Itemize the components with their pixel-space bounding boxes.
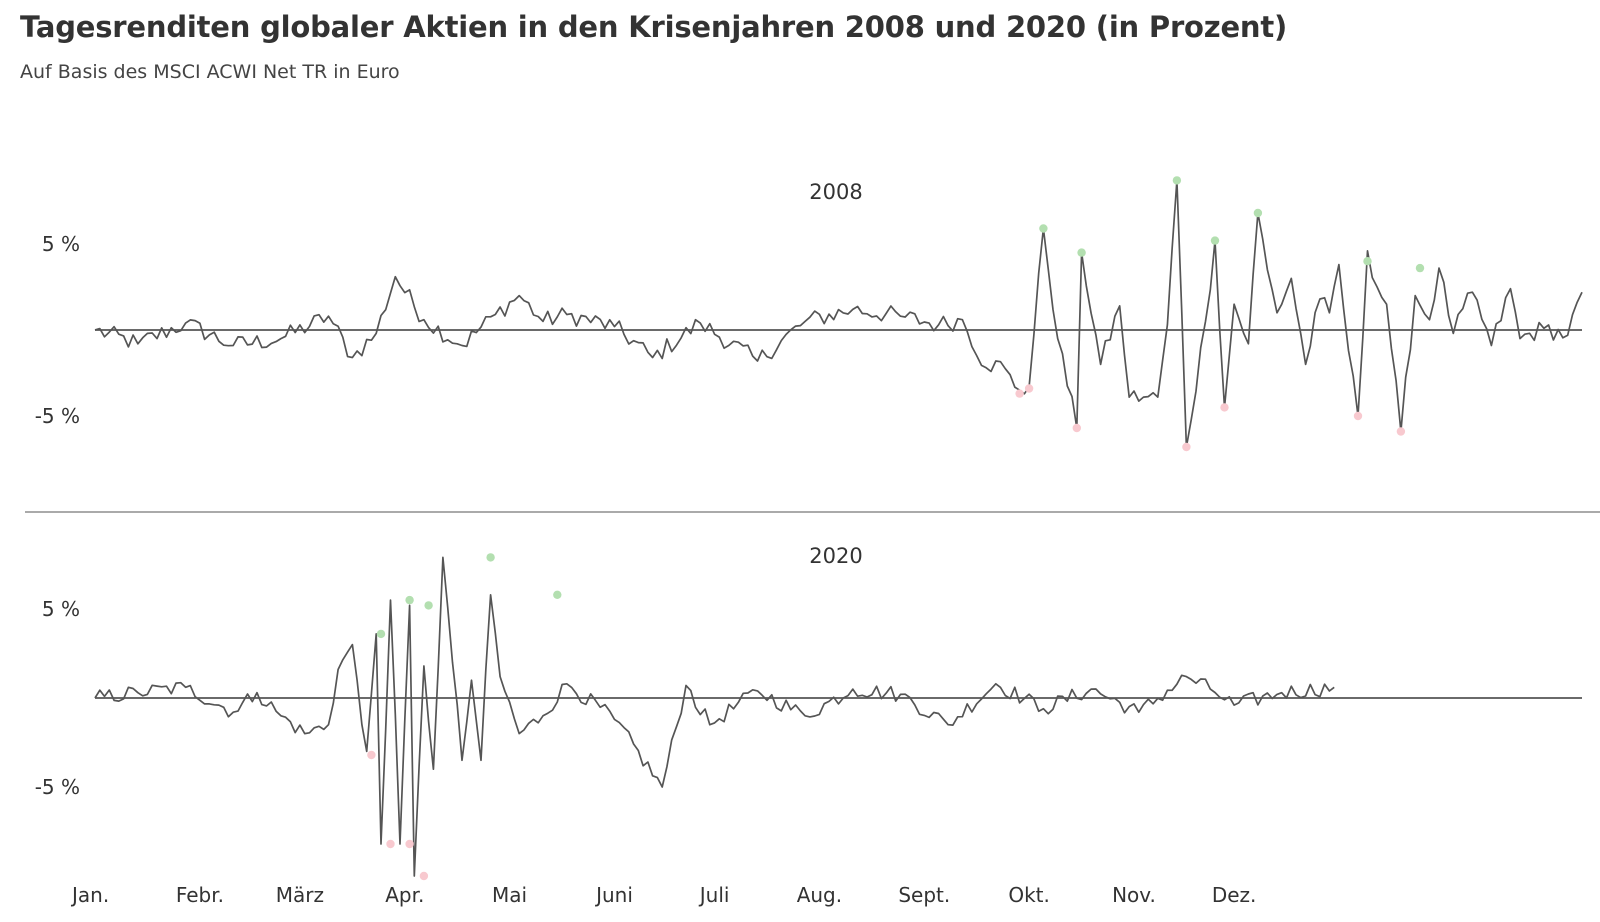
x-tick-label: Juni [594, 883, 633, 907]
negative-extreme-point [1353, 411, 1363, 421]
negative-extreme-point [1396, 427, 1406, 436]
x-tick-label: Juli [698, 883, 730, 907]
x-tick-label: Apr. [385, 883, 424, 907]
chart-subtitle: Auf Basis des MSCI ACWI Net TR in Euro [20, 61, 400, 83]
x-tick-label: März [276, 883, 324, 907]
panel-2020: 2020 5 % -5 % [35, 544, 1582, 881]
y-tick-label: -5 % [35, 404, 80, 428]
negative-extreme-point [419, 871, 429, 881]
x-tick-label: Jan. [70, 883, 109, 907]
negative-extreme-point [1024, 384, 1034, 393]
y-tick-label: -5 % [35, 775, 80, 799]
panel-label-2008: 2008 [809, 180, 862, 204]
positive-extreme-point [1077, 248, 1086, 257]
series-line-2008 [94, 179, 1583, 448]
x-tick-label: Mai [492, 883, 527, 907]
positive-extreme-point [553, 590, 562, 599]
chart-title: Tagesrenditen globaler Aktien in den Kri… [20, 10, 1288, 44]
positive-extreme-point [1210, 236, 1220, 245]
x-tick-label: Aug. [797, 883, 842, 907]
positive-extreme-point [1415, 263, 1425, 273]
x-tick-label: Dez. [1212, 883, 1257, 907]
positive-extreme-point [376, 629, 386, 639]
x-tick-label: Okt. [1008, 883, 1050, 907]
negative-extreme-point [1015, 389, 1024, 398]
negative-extreme-point [1182, 442, 1191, 452]
y-tick-label: 5 % [42, 232, 80, 256]
x-tick-label: Febr. [176, 883, 224, 907]
negative-extreme-point [1220, 403, 1229, 412]
negative-extreme-point [1072, 423, 1082, 433]
positive-extreme-point [1363, 257, 1372, 266]
y-tick-label: 5 % [42, 597, 80, 621]
negative-extreme-point [367, 750, 376, 760]
x-tick-label: Sept. [898, 883, 950, 907]
series-line-2020 [94, 556, 1335, 877]
panel-2008: 2008 5 % -5 % [35, 176, 1583, 452]
positive-extreme-point [486, 553, 495, 562]
negative-extreme-point [386, 839, 395, 849]
positive-extreme-point [1172, 176, 1182, 185]
positive-extreme-point [1039, 224, 1048, 233]
panel-label-2020: 2020 [809, 544, 862, 568]
positive-extreme-point [405, 595, 414, 605]
positive-extreme-point [424, 601, 433, 610]
positive-extreme-point [1253, 208, 1263, 218]
x-tick-label: Nov. [1112, 883, 1156, 907]
negative-extreme-point [405, 839, 414, 849]
